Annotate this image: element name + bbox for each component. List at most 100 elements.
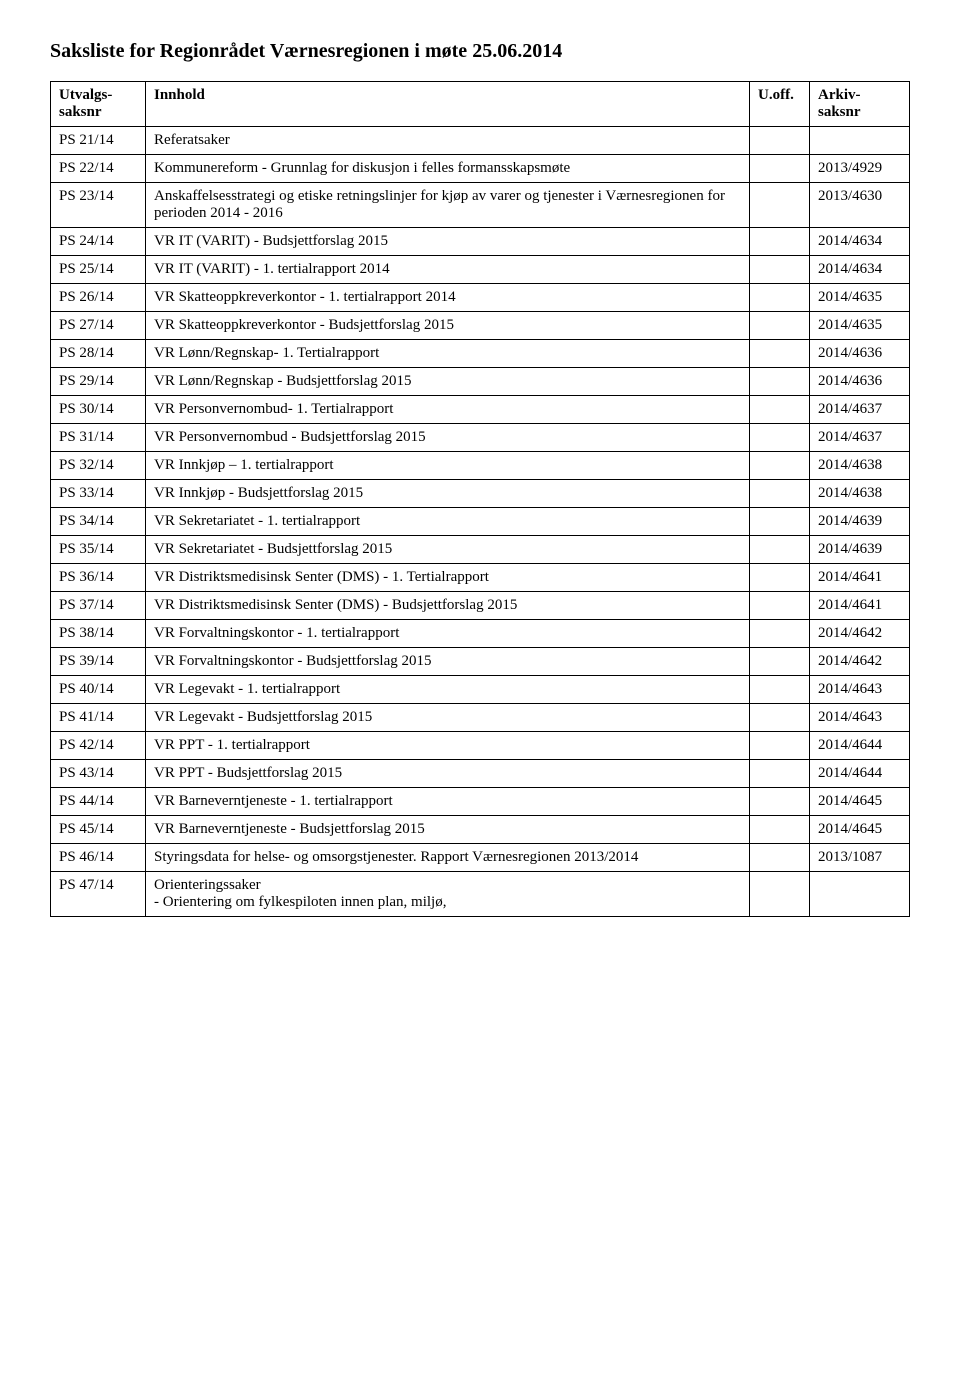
cell-saksnr: PS 45/14 — [51, 816, 146, 844]
cell-arkiv: 2013/4929 — [810, 155, 910, 183]
cell-uoff — [750, 536, 810, 564]
cell-innhold: VR IT (VARIT) - 1. tertialrapport 2014 — [146, 256, 750, 284]
cell-innhold: Referatsaker — [146, 127, 750, 155]
cell-innhold: Anskaffelsesstrategi og etiske retningsl… — [146, 183, 750, 228]
table-row: PS 23/14Anskaffelsesstrategi og etiske r… — [51, 183, 910, 228]
cell-arkiv: 2014/4638 — [810, 452, 910, 480]
cell-arkiv: 2014/4635 — [810, 312, 910, 340]
cell-saksnr: PS 33/14 — [51, 480, 146, 508]
cell-innhold: VR Sekretariatet - Budsjettforslag 2015 — [146, 536, 750, 564]
cell-innhold: VR Sekretariatet - 1. tertialrapport — [146, 508, 750, 536]
cell-saksnr: PS 26/14 — [51, 284, 146, 312]
cell-uoff — [750, 816, 810, 844]
table-body: PS 21/14ReferatsakerPS 22/14Kommunerefor… — [51, 127, 910, 917]
col-header-uoff: U.off. — [750, 82, 810, 127]
table-header-row: Utvalgs- saksnr Innhold U.off. Arkiv- sa… — [51, 82, 910, 127]
cell-uoff — [750, 508, 810, 536]
cell-saksnr: PS 24/14 — [51, 228, 146, 256]
table-row: PS 25/14VR IT (VARIT) - 1. tertialrappor… — [51, 256, 910, 284]
cell-arkiv: 2014/4638 — [810, 480, 910, 508]
table-row: PS 24/14VR IT (VARIT) - Budsjettforslag … — [51, 228, 910, 256]
cell-arkiv: 2014/4642 — [810, 620, 910, 648]
table-row: PS 39/14VR Forvaltningskontor - Budsjett… — [51, 648, 910, 676]
cell-arkiv: 2014/4637 — [810, 424, 910, 452]
cell-arkiv: 2014/4635 — [810, 284, 910, 312]
cell-uoff — [750, 788, 810, 816]
cell-saksnr: PS 29/14 — [51, 368, 146, 396]
table-row: PS 38/14VR Forvaltningskontor - 1. terti… — [51, 620, 910, 648]
cell-innhold: VR Lønn/Regnskap- 1. Tertialrapport — [146, 340, 750, 368]
cell-arkiv: 2014/4643 — [810, 704, 910, 732]
cell-uoff — [750, 760, 810, 788]
table-row: PS 35/14VR Sekretariatet - Budsjettforsl… — [51, 536, 910, 564]
cell-arkiv — [810, 872, 910, 917]
cell-uoff — [750, 228, 810, 256]
table-row: PS 26/14VR Skatteoppkreverkontor - 1. te… — [51, 284, 910, 312]
cell-innhold: Orienteringssaker - Orientering om fylke… — [146, 872, 750, 917]
table-row: PS 40/14VR Legevakt - 1. tertialrapport2… — [51, 676, 910, 704]
cell-innhold: VR Barneverntjeneste - Budsjettforslag 2… — [146, 816, 750, 844]
cell-uoff — [750, 452, 810, 480]
cell-innhold: VR Skatteoppkreverkontor - 1. tertialrap… — [146, 284, 750, 312]
col-header-innhold: Innhold — [146, 82, 750, 127]
cell-saksnr: PS 25/14 — [51, 256, 146, 284]
cell-saksnr: PS 42/14 — [51, 732, 146, 760]
cell-saksnr: PS 31/14 — [51, 424, 146, 452]
cell-arkiv: 2013/1087 — [810, 844, 910, 872]
cell-arkiv: 2014/4643 — [810, 676, 910, 704]
cell-saksnr: PS 47/14 — [51, 872, 146, 917]
table-row: PS 31/14VR Personvernombud - Budsjettfor… — [51, 424, 910, 452]
cell-saksnr: PS 32/14 — [51, 452, 146, 480]
cell-arkiv: 2014/4644 — [810, 760, 910, 788]
table-row: PS 44/14VR Barneverntjeneste - 1. tertia… — [51, 788, 910, 816]
col-header-arkiv: Arkiv- saksnr — [810, 82, 910, 127]
cell-saksnr: PS 21/14 — [51, 127, 146, 155]
table-row: PS 22/14Kommunereform - Grunnlag for dis… — [51, 155, 910, 183]
cell-saksnr: PS 44/14 — [51, 788, 146, 816]
cell-arkiv: 2014/4637 — [810, 396, 910, 424]
cell-uoff — [750, 127, 810, 155]
cell-uoff — [750, 368, 810, 396]
cell-innhold: VR IT (VARIT) - Budsjettforslag 2015 — [146, 228, 750, 256]
col-header-saksnr: Utvalgs- saksnr — [51, 82, 146, 127]
table-row: PS 42/14VR PPT - 1. tertialrapport2014/4… — [51, 732, 910, 760]
cell-saksnr: PS 46/14 — [51, 844, 146, 872]
cell-uoff — [750, 183, 810, 228]
cell-uoff — [750, 648, 810, 676]
cell-saksnr: PS 41/14 — [51, 704, 146, 732]
cell-arkiv: 2014/4636 — [810, 340, 910, 368]
cell-saksnr: PS 39/14 — [51, 648, 146, 676]
cell-saksnr: PS 37/14 — [51, 592, 146, 620]
cell-saksnr: PS 43/14 — [51, 760, 146, 788]
table-row: PS 30/14VR Personvernombud- 1. Tertialra… — [51, 396, 910, 424]
cell-uoff — [750, 340, 810, 368]
cell-saksnr: PS 30/14 — [51, 396, 146, 424]
page-title: Saksliste for Regionrådet Værnesregionen… — [50, 40, 910, 63]
cell-uoff — [750, 676, 810, 704]
cell-innhold: VR Legevakt - Budsjettforslag 2015 — [146, 704, 750, 732]
cell-innhold: VR Forvaltningskontor - Budsjettforslag … — [146, 648, 750, 676]
cell-arkiv: 2014/4639 — [810, 508, 910, 536]
saksliste-table: Utvalgs- saksnr Innhold U.off. Arkiv- sa… — [50, 81, 910, 917]
cell-arkiv: 2014/4636 — [810, 368, 910, 396]
cell-innhold: VR Distriktsmedisinsk Senter (DMS) - 1. … — [146, 564, 750, 592]
cell-uoff — [750, 312, 810, 340]
cell-innhold: VR Lønn/Regnskap - Budsjettforslag 2015 — [146, 368, 750, 396]
cell-innhold: VR Innkjøp - Budsjettforslag 2015 — [146, 480, 750, 508]
table-row: PS 37/14VR Distriktsmedisinsk Senter (DM… — [51, 592, 910, 620]
cell-uoff — [750, 564, 810, 592]
cell-uoff — [750, 284, 810, 312]
table-row: PS 41/14VR Legevakt - Budsjettforslag 20… — [51, 704, 910, 732]
cell-uoff — [750, 844, 810, 872]
cell-arkiv: 2014/4641 — [810, 592, 910, 620]
cell-innhold: VR Personvernombud - Budsjettforslag 201… — [146, 424, 750, 452]
cell-saksnr: PS 23/14 — [51, 183, 146, 228]
cell-saksnr: PS 28/14 — [51, 340, 146, 368]
cell-innhold: VR Distriktsmedisinsk Senter (DMS) - Bud… — [146, 592, 750, 620]
cell-arkiv — [810, 127, 910, 155]
cell-innhold: VR Skatteoppkreverkontor - Budsjettforsl… — [146, 312, 750, 340]
cell-innhold: VR PPT - Budsjettforslag 2015 — [146, 760, 750, 788]
table-row: PS 45/14VR Barneverntjeneste - Budsjettf… — [51, 816, 910, 844]
cell-saksnr: PS 40/14 — [51, 676, 146, 704]
table-row: PS 36/14VR Distriktsmedisinsk Senter (DM… — [51, 564, 910, 592]
